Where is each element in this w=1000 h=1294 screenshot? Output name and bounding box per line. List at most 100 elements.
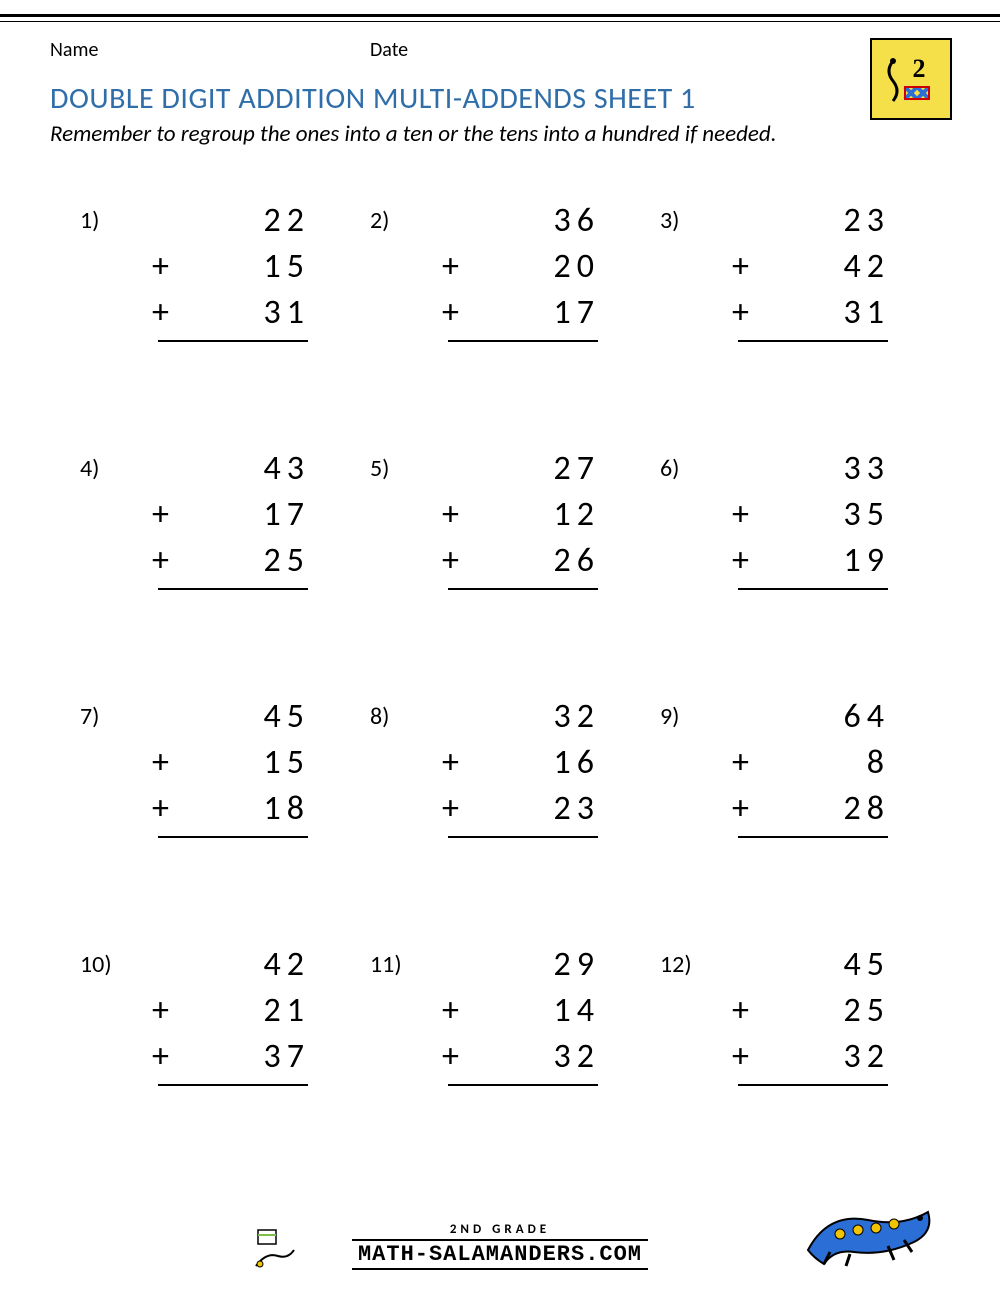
plus-operator: + <box>442 1036 459 1077</box>
worksheet-subtitle: Remember to regroup the ones into a ten … <box>50 120 777 148</box>
plus-operator: + <box>442 990 459 1031</box>
addend-value: 32 <box>554 696 600 737</box>
addend-row: +26 <box>460 540 600 586</box>
worksheet-page: Name Date 2 DOUBLE DIGIT ADDITION MULTI-… <box>0 0 1000 1294</box>
addend-row: +17 <box>460 292 600 338</box>
addend-stack: 29 +14+32 <box>460 944 600 1086</box>
addend-row: +31 <box>750 292 890 338</box>
sum-rule <box>448 836 598 838</box>
plus-operator: + <box>442 742 459 783</box>
sum-rule <box>448 1084 598 1086</box>
plus-operator: + <box>442 788 459 829</box>
addend-row: +17 <box>170 494 310 540</box>
header-row: Name Date <box>50 38 950 62</box>
problem-6: 6)33+35+19 <box>660 448 930 678</box>
addend-value: 64 <box>844 696 890 737</box>
addend-value: 31 <box>844 292 890 333</box>
addend-value: 14 <box>554 990 600 1031</box>
problem-number: 9) <box>660 702 679 731</box>
addend-value: 27 <box>554 448 600 489</box>
sum-rule <box>448 340 598 342</box>
addend-value: 16 <box>554 742 600 783</box>
problem-10: 10) 42+21+37 <box>80 944 350 1174</box>
problem-number: 12) <box>660 950 692 979</box>
addend-row: +8 <box>750 742 890 788</box>
problem-number: 10) <box>80 950 112 979</box>
plus-operator: + <box>152 292 169 333</box>
plus-operator: + <box>732 1036 749 1077</box>
plus-operator: + <box>732 246 749 287</box>
brand-logo-icon: 2 <box>870 38 952 120</box>
plus-operator: + <box>152 494 169 535</box>
addend-row: +14 <box>460 990 600 1036</box>
plus-operator: + <box>732 742 749 783</box>
addend-value: 26 <box>554 540 600 581</box>
addend-row: +18 <box>170 788 310 834</box>
plus-operator: + <box>732 494 749 535</box>
footer-grade-text: 2ND GRADE <box>285 1222 715 1237</box>
problem-8: 8) 32 +16 +23 <box>370 696 640 926</box>
addend-row: 42 <box>170 944 310 990</box>
addend-stack: 64+8+28 <box>750 696 890 838</box>
problem-number: 7) <box>80 702 99 731</box>
problem-9: 9)64+8+28 <box>660 696 930 926</box>
addend-value: 22 <box>264 200 310 241</box>
addend-row: +25 <box>170 540 310 586</box>
sum-rule <box>738 1084 888 1086</box>
addend-row: 27 <box>460 448 600 494</box>
addend-stack: 33+35+19 <box>750 448 890 590</box>
addend-row: +21 <box>170 990 310 1036</box>
footer-site-text: MATH-SALAMANDERS.COM <box>352 1239 648 1270</box>
addend-value: 31 <box>264 292 310 333</box>
addend-value: 32 <box>554 1036 600 1077</box>
problem-number: 1) <box>80 206 99 235</box>
addend-value: 12 <box>554 494 600 535</box>
addend-value: 35 <box>844 494 890 535</box>
addend-row: +35 <box>750 494 890 540</box>
addend-value: 8 <box>867 742 890 783</box>
problem-number: 11) <box>370 950 402 979</box>
addend-value: 43 <box>264 448 310 489</box>
date-label: Date <box>370 38 408 62</box>
addend-value: 25 <box>844 990 890 1031</box>
plus-operator: + <box>442 292 459 333</box>
addend-stack: 45+15+18 <box>170 696 310 838</box>
addend-stack: 42+21+37 <box>170 944 310 1086</box>
addend-stack: 32+16+23 <box>460 696 600 838</box>
addend-row: 29 <box>460 944 600 990</box>
addend-row: 43 <box>170 448 310 494</box>
svg-text:2: 2 <box>913 54 926 83</box>
plus-operator: + <box>442 540 459 581</box>
addend-row: +23 <box>460 788 600 834</box>
problem-number: 8) <box>370 702 389 731</box>
addend-value: 15 <box>264 742 310 783</box>
addend-value: 45 <box>844 944 890 985</box>
addend-row: 64 <box>750 696 890 742</box>
problem-2: 2)36+20+17 <box>370 200 640 430</box>
addend-value: 32 <box>844 1036 890 1077</box>
problem-number: 2) <box>370 206 389 235</box>
addend-row: 22 <box>170 200 310 246</box>
addend-row: 45 <box>170 696 310 742</box>
problem-7: 7) 45 +15 +18 <box>80 696 350 926</box>
addend-value: 29 <box>554 944 600 985</box>
plus-operator: + <box>732 292 749 333</box>
plus-operator: + <box>732 540 749 581</box>
lizard-icon <box>800 1200 940 1270</box>
addend-row: +15 <box>170 246 310 292</box>
footer: 2ND GRADE MATH-SALAMANDERS.COM <box>0 1200 1000 1270</box>
plus-operator: + <box>152 788 169 829</box>
addend-row: +37 <box>170 1036 310 1082</box>
sum-rule <box>158 588 308 590</box>
problem-1: 1) 22 +15+31 <box>80 200 350 430</box>
problem-number: 4) <box>80 454 99 483</box>
plus-operator: + <box>732 990 749 1031</box>
addend-value: 42 <box>844 246 890 287</box>
plus-operator: + <box>442 246 459 287</box>
plus-operator: + <box>152 540 169 581</box>
problem-number: 5) <box>370 454 389 483</box>
addend-row: 23 <box>750 200 890 246</box>
addend-value: 20 <box>554 246 600 287</box>
addend-row: +31 <box>170 292 310 338</box>
addend-row: +32 <box>460 1036 600 1082</box>
